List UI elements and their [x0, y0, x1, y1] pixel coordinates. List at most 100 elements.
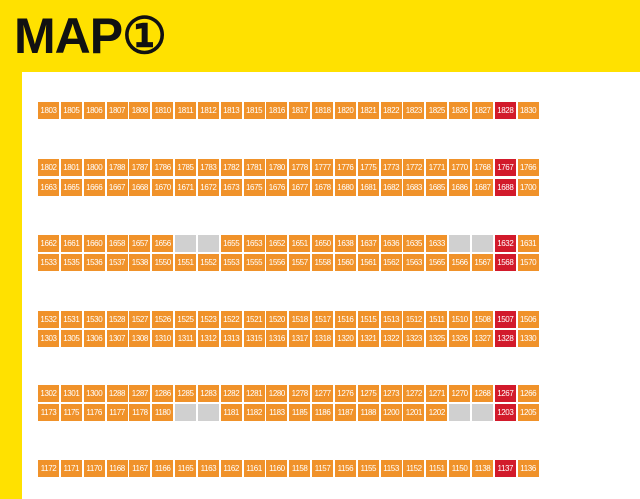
stall: 1518	[289, 311, 311, 328]
stall: 1321	[357, 330, 379, 347]
stall: 1785	[175, 159, 196, 176]
stall: 1275	[357, 385, 379, 402]
stall: 1778	[289, 159, 311, 176]
empty-stall	[472, 404, 493, 421]
stall: 1555	[243, 254, 265, 271]
empty-stall	[175, 404, 196, 421]
stall: 1523	[197, 311, 219, 328]
highlighted-stall: 1328	[494, 330, 516, 347]
stall: 1808	[129, 102, 151, 119]
stall: 1803	[38, 102, 59, 119]
highlighted-stall: 1137	[494, 460, 516, 477]
empty-stall	[197, 235, 219, 252]
stall: 1570	[517, 254, 539, 271]
stall: 1166	[152, 460, 174, 477]
stall: 1153	[380, 460, 402, 477]
stall: 1182	[243, 404, 265, 421]
stall: 1313	[220, 330, 242, 347]
stall: 1271	[426, 385, 448, 402]
stall: 1322	[380, 330, 402, 347]
stall: 1535	[60, 254, 82, 271]
stall: 1657	[129, 235, 151, 252]
stall: 1652	[266, 235, 288, 252]
stall: 1677	[289, 179, 311, 196]
stall: 1822	[380, 102, 402, 119]
stall: 1285	[175, 385, 196, 402]
stall: 1176	[83, 404, 105, 421]
stall: 1633	[426, 235, 448, 252]
stall: 1160	[266, 460, 288, 477]
stall: 1205	[517, 404, 539, 421]
stall: 1662	[38, 235, 59, 252]
stall: 1538	[129, 254, 151, 271]
stall: 1682	[380, 179, 402, 196]
stall: 1528	[106, 311, 128, 328]
stall: 1667	[106, 179, 128, 196]
stall: 1310	[152, 330, 174, 347]
stall: 1152	[403, 460, 425, 477]
stall: 1537	[106, 254, 128, 271]
highlighted-stall: 1568	[494, 254, 516, 271]
highlighted-stall: 1507	[494, 311, 516, 328]
stall: 1651	[289, 235, 311, 252]
stall: 1177	[106, 404, 128, 421]
stall: 1815	[243, 102, 265, 119]
highlighted-stall: 1203	[494, 404, 516, 421]
stall: 1638	[334, 235, 356, 252]
stall: 1302	[38, 385, 59, 402]
stall: 1650	[312, 235, 334, 252]
stall: 1550	[152, 254, 174, 271]
stall: 1308	[129, 330, 151, 347]
stall: 1281	[243, 385, 265, 402]
stall: 1800	[83, 159, 105, 176]
stall: 1327	[472, 330, 493, 347]
stall: 1162	[220, 460, 242, 477]
stall: 1685	[426, 179, 448, 196]
stall: 1637	[357, 235, 379, 252]
stall: 1286	[152, 385, 174, 402]
stall: 1165	[175, 460, 196, 477]
stall: 1772	[403, 159, 425, 176]
stall: 1687	[472, 179, 493, 196]
stall: 1636	[380, 235, 402, 252]
stall: 1676	[266, 179, 288, 196]
map-area	[22, 72, 640, 499]
stall: 1670	[152, 179, 174, 196]
stall: 1561	[357, 254, 379, 271]
stall: 1301	[60, 385, 82, 402]
highlighted-stall: 1767	[494, 159, 516, 176]
stall: 1802	[38, 159, 59, 176]
stall: 1517	[312, 311, 334, 328]
stall: 1817	[289, 102, 311, 119]
stall: 1683	[403, 179, 425, 196]
stall: 1168	[106, 460, 128, 477]
stall: 1673	[220, 179, 242, 196]
stall: 1306	[83, 330, 105, 347]
stall: 1266	[517, 385, 539, 402]
stall: 1323	[403, 330, 425, 347]
stall: 1325	[426, 330, 448, 347]
stall: 1330	[517, 330, 539, 347]
stall: 1201	[403, 404, 425, 421]
stall: 1781	[243, 159, 265, 176]
stall: 1183	[266, 404, 288, 421]
stall: 1187	[334, 404, 356, 421]
stall: 1631	[517, 235, 539, 252]
stall: 1315	[243, 330, 265, 347]
stall: 1776	[334, 159, 356, 176]
stall: 1681	[357, 179, 379, 196]
stall: 1180	[152, 404, 174, 421]
stall: 1780	[266, 159, 288, 176]
stall: 1525	[175, 311, 196, 328]
stall: 1311	[175, 330, 196, 347]
stall: 1522	[220, 311, 242, 328]
stall: 1827	[472, 102, 493, 119]
stall: 1678	[312, 179, 334, 196]
stall: 1552	[197, 254, 219, 271]
stall: 1686	[449, 179, 471, 196]
stall: 1563	[403, 254, 425, 271]
stall: 1775	[357, 159, 379, 176]
stall: 1656	[152, 235, 174, 252]
stall: 1786	[152, 159, 174, 176]
stall: 1668	[129, 179, 151, 196]
